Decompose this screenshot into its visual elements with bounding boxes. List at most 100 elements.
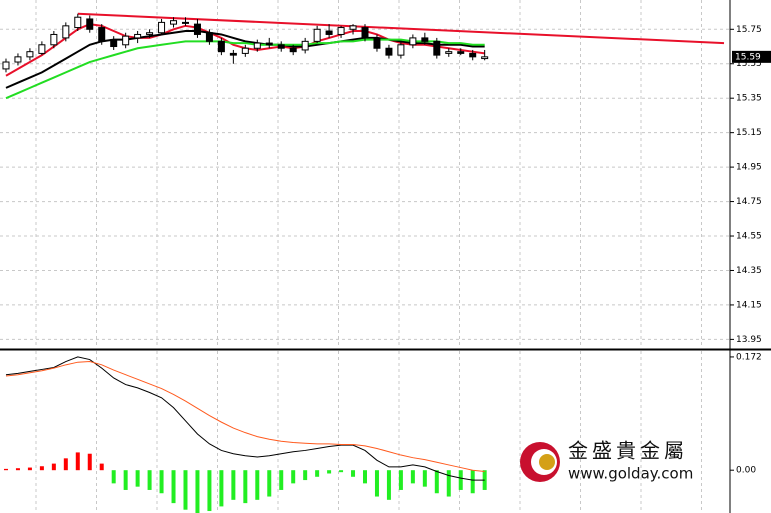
candle-body bbox=[277, 44, 285, 49]
candle-body bbox=[2, 61, 10, 70]
candle-body bbox=[146, 32, 154, 35]
candle-body bbox=[289, 47, 297, 53]
moving-average bbox=[5, 38, 485, 100]
candle-body bbox=[469, 52, 477, 58]
histogram-bar bbox=[123, 470, 128, 490]
candle-body bbox=[313, 28, 321, 42]
y-tick-label: 15.35 bbox=[736, 94, 762, 104]
macd-line bbox=[5, 356, 485, 481]
candle-body bbox=[74, 16, 82, 29]
price-label-bg bbox=[732, 50, 771, 63]
histogram-bar bbox=[147, 470, 152, 490]
histogram-bar bbox=[99, 463, 104, 471]
histogram-bar bbox=[75, 452, 80, 471]
candle-body bbox=[337, 27, 345, 35]
histogram-bar bbox=[3, 468, 8, 471]
watermark-url: www.golday.com bbox=[568, 465, 693, 483]
y-tick-label: 13.95 bbox=[736, 335, 762, 345]
histogram-bar bbox=[351, 470, 356, 477]
candle-body bbox=[229, 52, 237, 56]
candle-body bbox=[205, 32, 213, 42]
candle-body bbox=[265, 42, 273, 46]
candle-body bbox=[14, 56, 22, 63]
candle-body bbox=[253, 42, 261, 49]
candle-body bbox=[170, 20, 178, 25]
candle-body bbox=[385, 47, 393, 56]
y-tick-label: 14.95 bbox=[736, 163, 762, 173]
histogram-bar bbox=[255, 470, 260, 500]
candle-body bbox=[158, 21, 166, 34]
candle-body bbox=[193, 23, 201, 35]
y-tick-label: 14.35 bbox=[736, 266, 762, 276]
histogram-bar bbox=[339, 470, 344, 473]
candle-body bbox=[457, 51, 465, 54]
candle-body bbox=[325, 30, 333, 35]
histogram-bar bbox=[243, 470, 248, 504]
y-tick-label: 0.00 bbox=[736, 466, 756, 476]
histogram-bar bbox=[207, 470, 212, 512]
candle-body bbox=[445, 51, 453, 54]
histogram-bar bbox=[434, 470, 439, 494]
candle-body bbox=[241, 47, 249, 54]
histogram-bar bbox=[63, 458, 68, 471]
candle-body bbox=[98, 27, 106, 42]
candle-body bbox=[217, 40, 225, 53]
histogram-bar bbox=[410, 470, 415, 484]
logo-coin bbox=[539, 454, 555, 470]
histogram-bar bbox=[135, 470, 140, 487]
histogram-bar bbox=[51, 463, 56, 471]
candle-body bbox=[373, 37, 381, 49]
candle-body bbox=[433, 40, 441, 56]
moving-average bbox=[5, 30, 485, 89]
watermark: 金盛貴金屬 www.golday.com bbox=[520, 439, 693, 483]
candle-body bbox=[50, 33, 58, 46]
candle-body bbox=[122, 35, 130, 46]
candle-body bbox=[134, 33, 142, 39]
histogram-bar bbox=[315, 470, 320, 477]
y-tick-label: 14.75 bbox=[736, 197, 762, 207]
histogram-bar bbox=[303, 470, 308, 481]
histogram-bar bbox=[159, 470, 164, 494]
histogram-bar bbox=[386, 470, 391, 500]
candle-body bbox=[62, 25, 70, 39]
histogram-bar bbox=[171, 470, 176, 504]
histogram-bar bbox=[267, 470, 272, 497]
histogram-bar bbox=[327, 470, 332, 474]
candle-body bbox=[409, 37, 417, 46]
histogram-bar bbox=[398, 470, 403, 490]
y-tick-label: 14.55 bbox=[736, 232, 762, 242]
price-label: 15.59 bbox=[735, 52, 761, 62]
histogram-bar bbox=[470, 470, 475, 494]
candle-body bbox=[421, 37, 429, 42]
y-tick-label: 0.172 bbox=[736, 352, 762, 362]
candle-body bbox=[26, 51, 34, 58]
histogram-bar bbox=[422, 470, 427, 487]
histogram-bar bbox=[39, 466, 44, 471]
candle-body bbox=[38, 44, 46, 54]
y-tick-label: 15.15 bbox=[736, 128, 762, 138]
candle-body bbox=[397, 44, 405, 56]
histogram-bar bbox=[374, 470, 379, 497]
candle-body bbox=[86, 18, 94, 30]
y-tick-label: 15.75 bbox=[736, 25, 762, 35]
y-tick-label: 15.55 bbox=[736, 59, 762, 69]
candle-body bbox=[181, 21, 189, 24]
histogram-bar bbox=[87, 453, 92, 471]
macd-line bbox=[5, 361, 485, 473]
histogram-bar bbox=[291, 470, 296, 484]
candle-body bbox=[301, 40, 309, 51]
candle-body bbox=[361, 27, 369, 39]
histogram-bar bbox=[458, 470, 463, 490]
candle-body bbox=[349, 25, 357, 30]
y-tick-label: 14.15 bbox=[736, 300, 762, 310]
histogram-bar bbox=[231, 470, 236, 500]
histogram-bar bbox=[15, 468, 20, 471]
histogram-bar bbox=[111, 470, 116, 484]
histogram-bar bbox=[446, 470, 451, 497]
histogram-bar bbox=[363, 470, 367, 484]
histogram-bar bbox=[279, 470, 284, 490]
candle-body bbox=[110, 39, 118, 48]
histogram-bar bbox=[219, 470, 224, 507]
